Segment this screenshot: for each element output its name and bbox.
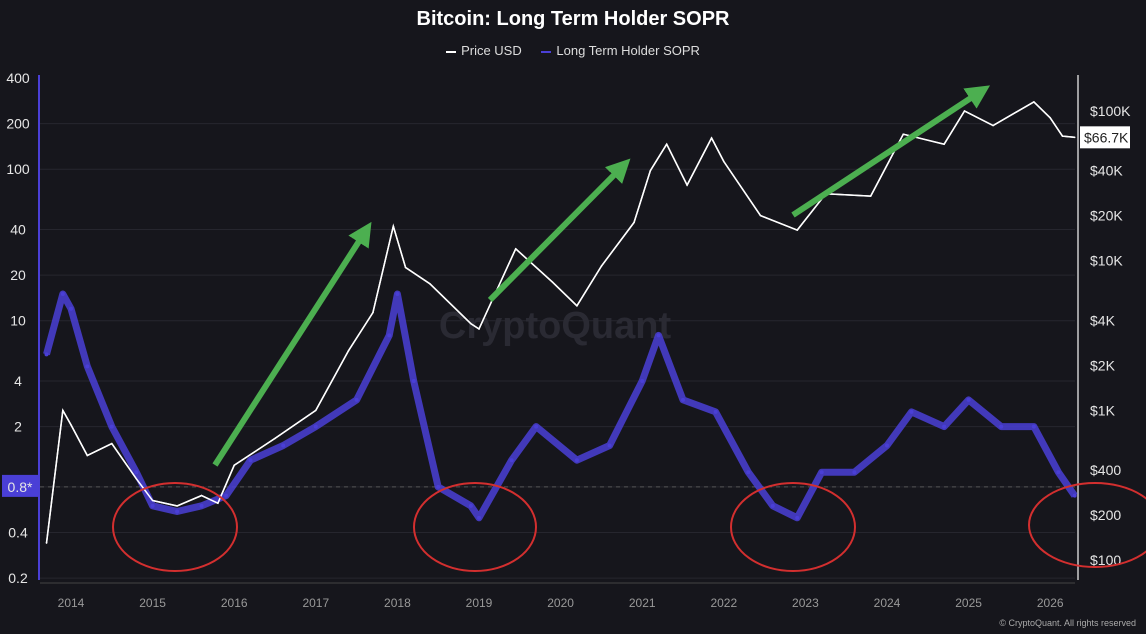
data-point-sopr (909, 409, 914, 414)
left-axis-tick-label: 40 (10, 222, 26, 238)
data-point-sopr (770, 503, 775, 508)
x-axis-tick-label: 2020 (547, 596, 574, 610)
bottom-ellipse-highlight (413, 482, 537, 572)
legend-label-price: Price USD (461, 43, 522, 58)
chart-title: Bitcoin: Long Term Holder SOPR (416, 8, 730, 30)
data-point-sopr (819, 470, 824, 475)
legend-swatch-price (446, 50, 457, 53)
bottom-ellipse-highlight (730, 482, 856, 572)
legend-label-sopr: Long Term Holder SOPR (556, 43, 700, 58)
data-point-sopr (795, 515, 800, 520)
left-axis-tick-label: 0.4 (8, 525, 28, 541)
data-point-sopr (150, 503, 155, 508)
data-point-sopr (746, 470, 751, 475)
data-point-sopr (640, 379, 645, 383)
right-axis-tick-label: $100 (1090, 552, 1121, 568)
data-point-sopr (999, 424, 1004, 429)
right-axis-tick-label: $100K (1090, 103, 1131, 119)
data-point-sopr (60, 292, 65, 297)
data-point-sopr (468, 503, 473, 508)
data-point-sopr (477, 515, 481, 520)
data-point-sopr (224, 493, 229, 498)
data-point-sopr (885, 443, 889, 448)
last-value-box (1080, 126, 1130, 149)
data-point-sopr (509, 458, 514, 463)
bottom-ellipse-highlight (1028, 482, 1146, 568)
x-axis-tick-label: 2015 (139, 596, 166, 610)
data-point-sopr (852, 470, 857, 475)
data-point-sopr (395, 292, 400, 297)
left-axis-tick-label: 400 (6, 70, 30, 86)
right-axis-tick-label: $200 (1090, 507, 1121, 523)
copyright: © CryptoQuant. All rights reserved (999, 618, 1136, 628)
x-axis-tick-label: 2017 (302, 596, 329, 610)
data-point-sopr (44, 352, 49, 357)
data-point-sopr (607, 443, 612, 448)
legend-item-sopr[interactable]: Long Term Holder SOPR (541, 43, 700, 58)
watermark: CryptoQuant (439, 305, 672, 347)
x-axis-tick-label: 2021 (629, 596, 656, 610)
data-point-sopr (1056, 470, 1061, 475)
trend-arrow (212, 221, 372, 467)
left-axis-tick-label: 200 (6, 116, 30, 132)
data-point-sopr (534, 424, 539, 429)
x-axis-tick-label: 2022 (710, 596, 737, 610)
trend-arrow (791, 85, 991, 218)
left-axis-tick-label: 4 (14, 373, 22, 389)
legend-swatch-sopr (541, 50, 552, 53)
data-point-sopr (681, 397, 685, 402)
x-axis-tick-label: 2018 (384, 596, 411, 610)
left-axis-tick-label: 20 (10, 267, 26, 283)
data-point-sopr (1031, 424, 1036, 429)
data-point-sopr (109, 424, 114, 429)
right-axis-tick-label: $10K (1090, 253, 1123, 269)
x-axis-tick-label: 2026 (1037, 596, 1064, 610)
x-axis-tick-label: 2024 (874, 596, 901, 610)
data-point-sopr (69, 306, 73, 311)
bottom-ellipse-highlight (112, 482, 238, 572)
data-point-sopr (175, 509, 180, 514)
right-axis-tick-label: $400 (1090, 462, 1121, 478)
x-axis-tick-label: 2025 (955, 596, 982, 610)
x-axis-tick-label: 2014 (58, 596, 85, 610)
data-point-sopr (713, 409, 718, 414)
right-axis-tick-label: $2K (1090, 357, 1116, 373)
data-point-sopr (574, 458, 579, 463)
left-axis-tick-label: 100 (6, 161, 30, 177)
data-point-sopr (199, 503, 204, 508)
highlight-tick-box (2, 474, 39, 497)
data-point-sopr (134, 470, 139, 475)
data-point-sopr (313, 424, 318, 429)
data-point-sopr (436, 484, 441, 489)
left-axis-tick-label: 2 (14, 419, 22, 435)
data-point-sopr (656, 333, 661, 338)
left-axis-tick-label: 0.8* (8, 479, 33, 495)
trend-arrow (487, 158, 631, 303)
right-axis-tick-label: $1K (1090, 402, 1116, 418)
right-axis-tick-label: $4K (1090, 312, 1116, 328)
data-point-sopr (1072, 493, 1077, 498)
data-point-sopr (281, 443, 286, 448)
x-axis-tick-label: 2019 (466, 596, 493, 610)
data-point-sopr (248, 458, 253, 463)
x-axis-tick-label: 2023 (792, 596, 819, 610)
right-axis-tick-label: $20K (1090, 208, 1123, 224)
legend: Price USD Long Term Holder SOPR (0, 43, 1146, 58)
data-point-sopr (411, 379, 416, 383)
legend-item-price[interactable]: Price USD (446, 43, 522, 58)
data-point-sopr (85, 364, 90, 369)
left-axis-tick-label: 0.2 (8, 570, 28, 586)
x-axis-tick-label: 2016 (221, 596, 248, 610)
data-point-sopr (354, 397, 359, 402)
data-point-sopr (966, 397, 971, 402)
data-point-sopr (942, 424, 947, 429)
left-axis-tick-label: 10 (10, 313, 26, 329)
right-axis-tick-label: $40K (1090, 163, 1123, 179)
last-value-label: $66.7K (1084, 129, 1129, 145)
data-point-sopr (387, 333, 392, 338)
